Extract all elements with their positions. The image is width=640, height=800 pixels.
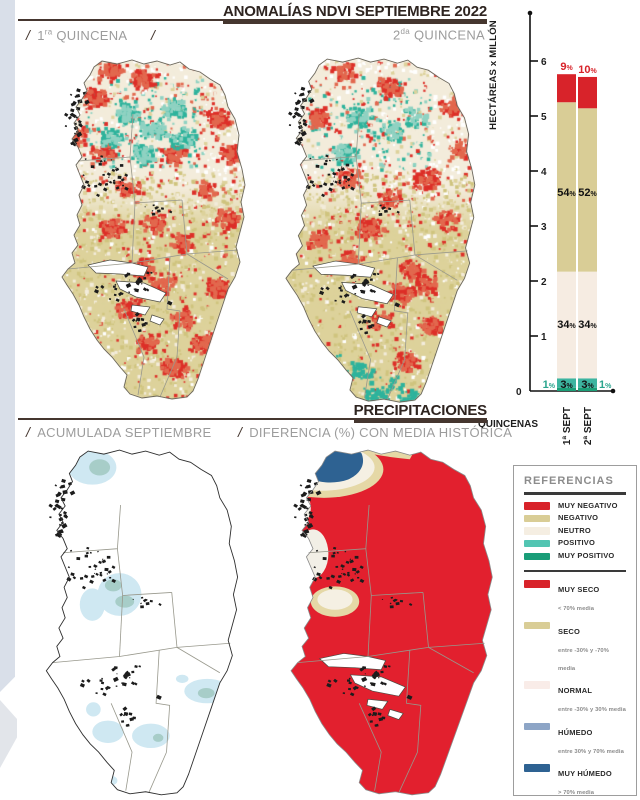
precip-map1-label: / ACUMULADA SEPTIEMBRE <box>26 424 212 440</box>
svg-text:3: 3 <box>541 222 547 233</box>
svg-text:9%: 9% <box>560 61 573 73</box>
slash-icon: / <box>238 424 243 440</box>
legend-item: MUY SECO < 70% media <box>524 579 626 615</box>
legend-swatch <box>524 681 550 689</box>
precip-header-rule <box>18 418 487 420</box>
legend-rule <box>524 569 626 573</box>
bar-chart: 0 1 2 3 4 5 6 1ª SEPT 2ª SEPT QUINCENAS 1% 3% 34% 54%… <box>478 10 616 445</box>
svg-text:34%: 34% <box>578 319 597 331</box>
svg-text:3%: 3% <box>581 379 594 391</box>
legend-swatch <box>524 580 550 588</box>
svg-text:5: 5 <box>541 112 547 123</box>
legend-swatch <box>524 764 550 772</box>
ndvi-map-q1 <box>32 57 252 402</box>
ndvi-header-rule <box>18 19 487 21</box>
svg-text:1%: 1% <box>599 379 612 391</box>
legend-item: SECO entre -30% y -70% media <box>524 621 626 675</box>
svg-text:4: 4 <box>541 167 547 178</box>
precip-accum-map <box>15 447 247 800</box>
legend-item: MUY NEGATIVO <box>524 501 626 511</box>
legend-ndvi-items: MUY NEGATIVO NEGATIVO NEUTRO POSITIVO MUY PO… <box>524 501 626 561</box>
y-axis-label: HECTÁREAS x MILLÓN <box>488 20 499 130</box>
svg-text:1ª SEPT: 1ª SEPT <box>562 407 573 445</box>
svg-text:2: 2 <box>541 277 547 288</box>
legend-swatch <box>524 539 550 548</box>
legend-swatch <box>524 514 550 523</box>
legend-rule <box>524 492 626 495</box>
svg-text:0: 0 <box>516 387 522 398</box>
legend-swatch <box>524 621 550 630</box>
svg-text:1%: 1% <box>543 379 556 391</box>
precip-diff-map <box>258 447 503 800</box>
slash-icon: / <box>26 27 31 43</box>
svg-text:2ª SEPT: 2ª SEPT <box>583 407 594 445</box>
svg-text:34%: 34% <box>557 319 576 331</box>
legend-swatch <box>524 552 550 561</box>
legend-title: REFERENCIAS <box>524 475 614 487</box>
svg-text:QUINCENAS: QUINCENAS <box>478 419 538 430</box>
legend-swatch <box>524 722 550 731</box>
legend-swatch <box>524 502 550 510</box>
legend-item: NEGATIVO <box>524 513 626 523</box>
legend-swatch <box>524 527 550 535</box>
ndvi-map-q2-overlay <box>255 55 485 408</box>
svg-text:54%: 54% <box>557 187 576 199</box>
svg-text:3%: 3% <box>560 379 573 391</box>
legend-precip-items: MUY SECO < 70% media SECO entre -30% y -70%… <box>524 579 626 799</box>
legend-item: NEUTRO <box>524 526 626 536</box>
ndvi-map2-label: /2da QUINCENA <box>151 27 485 43</box>
ndvi-map1-label: /1ra QUINCENA <box>26 27 128 43</box>
legend-item: MUY HÚMEDO > 70% media <box>524 763 626 799</box>
svg-text:10%: 10% <box>578 64 597 76</box>
svg-text:6: 6 <box>541 57 547 68</box>
slash-icon: / <box>151 27 156 43</box>
precip-map2-label: / DIFERENCIA (%) CON MEDIA HISTÓRICA <box>238 424 513 440</box>
slash-icon: / <box>26 424 31 440</box>
ndvi-map-q2 <box>255 55 483 406</box>
svg-text:52%: 52% <box>578 187 597 199</box>
ndvi-map-q1-overlay <box>32 57 254 404</box>
precip-section-title: PRECIPITACIONES <box>353 402 487 423</box>
svg-text:1: 1 <box>541 332 547 343</box>
legend-item: MUY POSITIVO <box>524 551 626 561</box>
legend-box: REFERENCIAS MUY NEGATIVO NEGATIVO NEUTRO PO… <box>513 465 637 796</box>
left-decor-band <box>0 0 15 692</box>
legend-item: HÚMEDO entre 30% y 70% media <box>524 722 626 758</box>
legend-item: NORMAL entre -30% y 30% media <box>524 680 626 716</box>
ndvi-section-title: ANOMALÍAS NDVI SEPTIEMBRE 2022 <box>222 3 487 24</box>
legend-item: POSITIVO <box>524 539 626 548</box>
